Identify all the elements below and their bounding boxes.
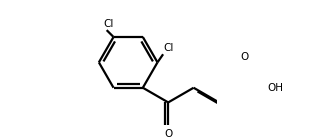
- Text: Cl: Cl: [103, 19, 113, 30]
- Text: Cl: Cl: [164, 43, 174, 53]
- Text: O: O: [164, 129, 172, 138]
- Text: OH: OH: [267, 83, 283, 93]
- Text: O: O: [240, 52, 249, 62]
